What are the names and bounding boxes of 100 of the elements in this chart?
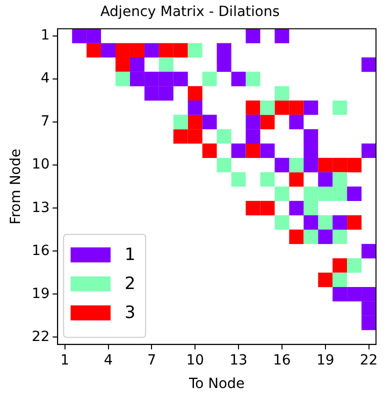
y-tick-label: 10 xyxy=(32,156,50,173)
point xyxy=(304,158,318,172)
point xyxy=(274,215,290,230)
point xyxy=(304,144,318,158)
legend-label: 2 xyxy=(124,274,136,294)
point xyxy=(289,114,304,130)
point xyxy=(260,144,275,158)
point xyxy=(216,129,232,144)
point xyxy=(318,186,333,202)
point xyxy=(202,114,217,130)
x-tick-label: 22 xyxy=(360,352,378,368)
point xyxy=(130,57,144,72)
point xyxy=(362,286,376,302)
point xyxy=(347,258,362,273)
point xyxy=(347,215,362,230)
point xyxy=(188,129,202,144)
point xyxy=(304,230,318,244)
point xyxy=(318,230,333,244)
point xyxy=(260,114,275,130)
point xyxy=(347,286,362,302)
point xyxy=(332,100,348,115)
point xyxy=(246,72,260,86)
point xyxy=(216,43,232,58)
point xyxy=(246,28,260,44)
y-tick-label: 16 xyxy=(32,242,50,259)
point xyxy=(116,57,130,72)
point xyxy=(289,100,304,115)
point xyxy=(304,129,318,144)
point xyxy=(347,186,362,202)
point xyxy=(318,215,333,230)
point xyxy=(116,43,130,58)
y-tick-label: 1 xyxy=(40,28,50,44)
point xyxy=(332,272,348,288)
point xyxy=(260,100,275,115)
x-tick-label: 13 xyxy=(230,352,248,368)
point xyxy=(274,186,290,202)
point xyxy=(116,72,130,86)
point xyxy=(86,43,102,58)
point xyxy=(173,129,188,144)
point xyxy=(362,244,376,258)
point xyxy=(144,72,159,86)
point xyxy=(274,28,290,44)
point xyxy=(101,43,116,58)
point xyxy=(362,57,376,72)
point xyxy=(362,144,376,158)
point xyxy=(246,200,260,216)
point xyxy=(246,114,260,130)
point xyxy=(202,144,217,158)
point xyxy=(231,172,246,187)
chart-title: Adjency Matrix - Dilations xyxy=(100,4,280,20)
point xyxy=(216,158,232,172)
y-tick-label: 13 xyxy=(32,200,50,216)
point xyxy=(318,272,333,288)
x-tick-label: 1 xyxy=(60,352,70,368)
point xyxy=(188,100,202,115)
point xyxy=(173,43,188,58)
point xyxy=(274,158,290,172)
point xyxy=(144,43,159,58)
y-axis-title: From Node xyxy=(8,148,24,224)
y-tick-label: 7 xyxy=(40,114,50,130)
point xyxy=(289,230,304,244)
point xyxy=(86,28,102,44)
y-tick-label: 22 xyxy=(32,328,50,345)
x-tick-label: 10 xyxy=(186,352,204,368)
point xyxy=(246,144,260,158)
point xyxy=(173,114,188,130)
point xyxy=(332,258,348,273)
point xyxy=(332,158,348,172)
x-tick-label: 7 xyxy=(147,352,156,368)
point xyxy=(332,286,348,302)
x-tick-label: 19 xyxy=(316,352,334,368)
point xyxy=(332,186,348,202)
point xyxy=(158,43,174,58)
point xyxy=(158,86,174,101)
legend-label: 1 xyxy=(124,244,136,265)
point xyxy=(158,72,174,86)
point xyxy=(318,158,333,172)
point xyxy=(304,215,318,230)
point xyxy=(188,114,202,130)
point xyxy=(130,72,144,86)
point xyxy=(72,28,87,44)
point xyxy=(304,100,318,115)
point xyxy=(188,86,202,101)
point xyxy=(173,72,188,86)
legend-label: 3 xyxy=(124,302,136,323)
point xyxy=(231,144,246,158)
point xyxy=(158,57,174,72)
point xyxy=(246,100,260,115)
point xyxy=(318,172,333,187)
y-tick-label: 4 xyxy=(40,70,50,87)
point xyxy=(260,172,275,187)
point xyxy=(202,72,217,86)
point xyxy=(332,215,348,230)
point xyxy=(274,86,290,101)
point xyxy=(130,43,144,58)
x-tick-label: 4 xyxy=(104,352,113,368)
point xyxy=(362,301,376,316)
point xyxy=(216,57,232,72)
point xyxy=(304,186,318,202)
x-tick-label: 16 xyxy=(273,352,291,368)
